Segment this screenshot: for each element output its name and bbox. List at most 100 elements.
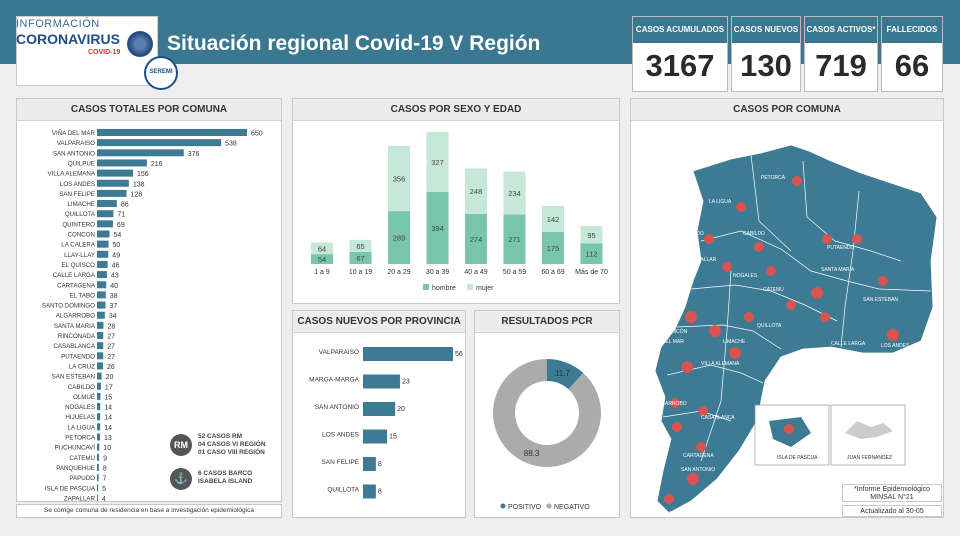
provincia-value: 8 <box>378 489 382 496</box>
pcr-slice-positivo <box>547 359 584 390</box>
map-label: PETORCA <box>761 175 786 181</box>
segment-value: 67 <box>356 254 364 263</box>
actualizado-note: Actualizado al 30-05 <box>842 505 942 517</box>
comuna-label: LA LIGUA <box>67 424 95 431</box>
comuna-label: PAPUDO <box>69 475 95 482</box>
comuna-value: 138 <box>133 181 145 188</box>
page-title: Situación regional Covid-19 V Región <box>167 32 541 55</box>
stacked-segment-hombre <box>311 254 333 264</box>
stat-value: 3167 <box>645 48 715 83</box>
stacked-segment-mujer <box>311 242 333 255</box>
panel-map: CASOS POR COMUNA PETO <box>630 98 944 518</box>
age-label: 10 a 19 <box>349 269 372 276</box>
comuna-bar <box>97 220 113 228</box>
provincia-bar <box>363 347 453 361</box>
comuna-bar <box>97 149 184 157</box>
coronavirus-icon <box>127 31 153 57</box>
commune-borders <box>662 154 932 462</box>
comuna-label: PANQUEHUE <box>56 465 95 472</box>
stacked-segment-mujer <box>349 239 372 252</box>
provincia-label: LOS ANDES <box>322 432 360 439</box>
stacked-segment-hombre <box>580 243 603 264</box>
stacked-segment-hombre <box>349 251 372 264</box>
segment-value: 175 <box>547 244 560 253</box>
pcr-value: 11.7 <box>555 369 571 378</box>
comuna-value: 69 <box>117 222 125 229</box>
map-label: SAN ESTEBAN <box>863 297 898 303</box>
comuna-value: 50 <box>113 242 121 249</box>
ship-icon: ⚓ <box>170 468 192 490</box>
comuna-value: 20 <box>106 374 114 381</box>
age-label: 40 a 49 <box>464 269 487 276</box>
map-label: EL TABO <box>647 435 668 441</box>
stacked-segment-hombre <box>426 191 449 264</box>
logo <box>16 16 158 86</box>
provincia-value: 15 <box>389 434 397 441</box>
comuna-value: 216 <box>151 161 163 168</box>
segment-value: 54 <box>318 255 326 264</box>
logo-line-3: COVID-19 <box>88 49 121 56</box>
segment-value: 112 <box>586 250 598 259</box>
map-label: CALLE LARGA <box>831 341 866 347</box>
map-label: EL QUISCO <box>635 425 662 431</box>
panel-title: CASOS TOTALES POR COMUNA <box>17 99 281 121</box>
pcr-value: 88.3 <box>524 449 540 458</box>
comuna-bar <box>97 372 102 380</box>
segment-value: 356 <box>393 175 406 184</box>
age-label: 1 a 9 <box>314 269 330 276</box>
sexo-edad-stacked-chart: 54 64 1 a 9 67 65 10 a 19 289 356 20 a 29 394 327 3… <box>311 132 608 292</box>
comuna-bar <box>97 169 133 177</box>
comuna-value: 34 <box>109 313 117 320</box>
comuna-bar <box>97 311 105 319</box>
comuna-bar <box>97 129 247 136</box>
informe-line: *Informe Epidemiológico <box>854 486 930 493</box>
comuna-value: 37 <box>110 303 118 310</box>
comuna-value: 7 <box>103 476 107 483</box>
comuna-value: 17 <box>105 384 113 391</box>
comuna-value: 71 <box>117 212 125 219</box>
comuna-bar <box>97 291 106 299</box>
comuna-value: 40 <box>110 283 118 290</box>
legend-label: mujer <box>476 285 494 292</box>
legend-swatch <box>546 503 552 509</box>
comuna-label: QUILPUE <box>68 160 95 167</box>
comuna-label: VILLA ALEMANA <box>48 171 96 178</box>
comuna-label: CABILDO <box>68 384 95 391</box>
comuna-bar <box>97 463 99 471</box>
comuna-label: PUTAENDO <box>61 353 95 360</box>
comuna-value: 8 <box>103 465 107 472</box>
legend-label: NEGATIVO <box>554 504 590 511</box>
comuna-bar <box>97 382 101 390</box>
comuna-bar <box>97 413 101 421</box>
map-label: VILLA ALEMANA <box>701 361 740 367</box>
provincia-label: MARGA-MARGA <box>309 377 360 384</box>
legend-swatch <box>467 284 473 290</box>
comuna-value: 14 <box>104 415 112 422</box>
informe-note: *Informe Epidemiológico MINSAL N°21 <box>842 484 942 502</box>
stat-casos-nuevos: CASOS NUEVOS 130 <box>731 16 801 92</box>
pcr-slice-negativo <box>493 359 601 467</box>
comuna-bar <box>97 474 99 482</box>
comuna-bar <box>97 230 110 238</box>
inset-label: ISLA DE PASCUA <box>777 455 818 461</box>
stacked-segment-mujer <box>542 205 564 232</box>
comuna-bar <box>97 200 117 208</box>
map-label: SANTO DOMINGO <box>641 511 684 517</box>
ship-note-line: ISABELA ISLAND <box>198 478 253 485</box>
segment-value: 394 <box>431 224 444 233</box>
comuna-label: CASABLANCA <box>53 343 95 350</box>
comuna-label: QUILLOTA <box>65 211 96 218</box>
comuna-value: 26 <box>107 364 115 371</box>
comuna-label: VIÑA DEL MAR <box>52 130 96 137</box>
comuna-value: 27 <box>107 354 115 361</box>
segment-value: 234 <box>508 189 521 198</box>
comuna-label: LA CALERA <box>61 242 96 249</box>
provincia-bar <box>363 402 396 416</box>
panel-title: CASOS NUEVOS POR PROVINCIA <box>293 311 465 333</box>
panel-title: CASOS POR SEXO Y EDAD <box>293 99 619 121</box>
comuna-label: SAN ANTONIO <box>53 150 95 157</box>
comuna-bar <box>97 352 104 360</box>
age-label: Más de 70 <box>575 269 608 276</box>
map-markers <box>664 176 899 504</box>
stacked-segment-mujer <box>426 132 449 192</box>
